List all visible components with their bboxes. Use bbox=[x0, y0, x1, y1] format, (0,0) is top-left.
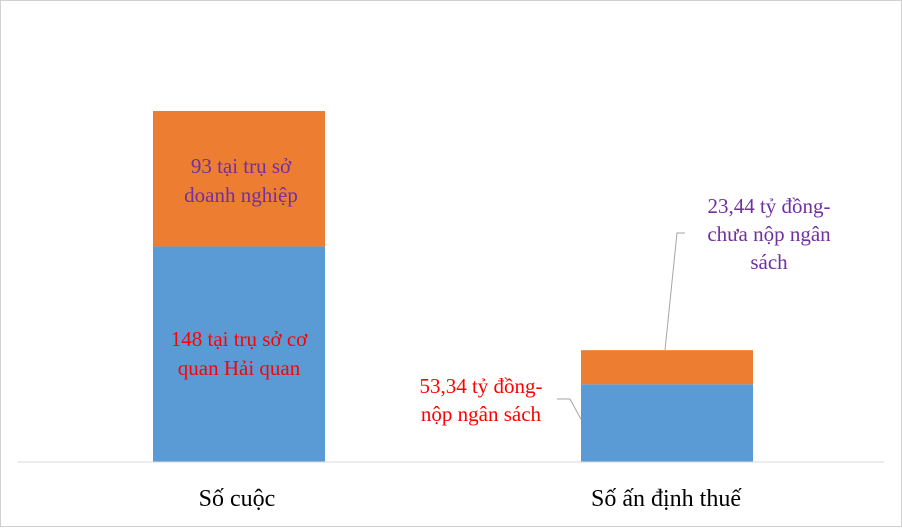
data-labels: 148 tại trụ sở cơ quan Hải quan 93 tại trụ… bbox=[171, 154, 831, 426]
x-tick-label-1: Số ấn định thuế bbox=[591, 486, 742, 512]
data-label-0-line-1: quan Hải quan bbox=[178, 356, 301, 380]
category-ticks: Số cuộc Số ấn định thuế bbox=[199, 486, 743, 512]
data-label-2-line-0: 53,34 tỷ đồng- bbox=[419, 374, 542, 398]
x-tick-label-0: Số cuộc bbox=[199, 486, 276, 512]
bar-top-1 bbox=[581, 350, 753, 385]
leader-line-chua-nop bbox=[664, 232, 685, 351]
bar-top-0 bbox=[153, 111, 325, 247]
data-label-2-line-1: nộp ngân sách bbox=[421, 402, 542, 426]
bars-group bbox=[153, 111, 753, 462]
bar-base-1 bbox=[581, 384, 753, 462]
data-label-0-line-0: 148 tại trụ sở cơ bbox=[171, 327, 308, 351]
data-label-3-line-0: 23,44 tỷ đồng- bbox=[707, 194, 830, 218]
data-label-3-line-2: sách bbox=[750, 250, 788, 274]
data-label-1-line-1: doanh nghiệp bbox=[184, 183, 298, 207]
data-label-3-line-1: chưa nộp ngân bbox=[707, 222, 831, 246]
bar-base-0 bbox=[153, 246, 325, 462]
leader-lines bbox=[557, 232, 685, 420]
data-label-1-line-0: 93 tại trụ sở bbox=[191, 154, 292, 178]
leader-line-nop-ngan-sach bbox=[557, 398, 582, 420]
